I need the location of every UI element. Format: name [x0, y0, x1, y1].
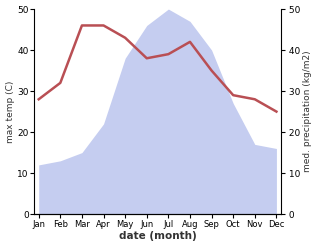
- Y-axis label: max temp (C): max temp (C): [5, 80, 15, 143]
- Y-axis label: med. precipitation (kg/m2): med. precipitation (kg/m2): [303, 51, 313, 172]
- X-axis label: date (month): date (month): [119, 231, 197, 242]
